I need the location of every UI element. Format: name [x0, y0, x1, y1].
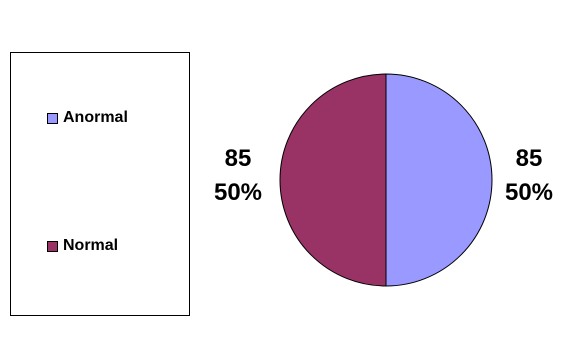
data-label-anormal-value: 85 [515, 145, 543, 172]
legend-swatch-normal [47, 240, 58, 252]
legend-label-anormal: Anormal [63, 109, 128, 126]
data-label-anormal: 85 50% [495, 142, 563, 210]
pie-slices [279, 73, 493, 287]
data-label-anormal-percent: 50% [504, 179, 554, 206]
legend-item-anormal: Anormal [47, 109, 128, 127]
data-label-normal-value: 85 [224, 145, 252, 172]
chart-legend: Anormal Normal [10, 52, 190, 316]
data-label-normal: 85 50% [196, 142, 280, 210]
pie-slice-normal [279, 73, 387, 287]
legend-swatch-anormal [47, 112, 58, 124]
data-label-normal-percent: 50% [213, 179, 263, 206]
legend-label-normal: Normal [63, 237, 119, 254]
legend-item-normal: Normal [47, 237, 118, 255]
pie-slice-anormal [385, 73, 493, 287]
